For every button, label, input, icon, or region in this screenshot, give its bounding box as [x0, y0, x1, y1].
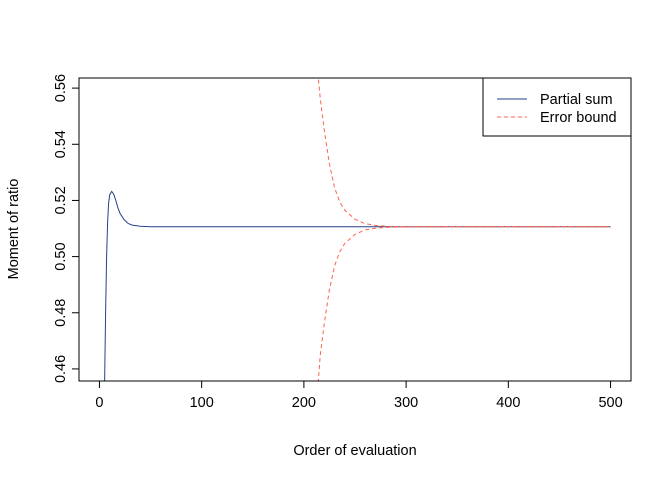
y-tick-label: 0.50: [53, 242, 69, 270]
x-tick-label: 500: [598, 395, 622, 411]
series-line-partial-sum: [104, 190, 611, 381]
legend-box: [482, 77, 632, 137]
series-line-error-bound-lower: [317, 226, 611, 381]
x-tick-label: 0: [95, 395, 103, 411]
y-tick-label: 0.56: [53, 74, 69, 102]
y-tick-label: 0.48: [53, 299, 69, 327]
legend-label-error-bound: Error bound: [540, 110, 617, 126]
x-tick-label: 400: [496, 395, 520, 411]
x-tick-label: 200: [292, 395, 316, 411]
series-lines: [104, 78, 611, 381]
y-tick-label: 0.52: [53, 186, 69, 214]
y-tick-label: 0.46: [53, 355, 69, 383]
y-tick-label: 0.54: [53, 130, 69, 158]
y-axis-label: Moment of ratio: [6, 179, 22, 280]
x-axis: 0 100 200 300 400 500: [95, 380, 623, 411]
legend-label-partial-sum: Partial sum: [540, 92, 613, 108]
legend: Partial sum Error bound: [482, 77, 632, 137]
y-axis: 0.46 0.48 0.50 0.52 0.54 0.56: [53, 74, 80, 383]
x-axis-label: Order of evaluation: [293, 443, 416, 459]
x-tick-label: 100: [190, 395, 214, 411]
series-line-error-bound-upper: [317, 78, 611, 228]
x-tick-label: 300: [394, 395, 418, 411]
